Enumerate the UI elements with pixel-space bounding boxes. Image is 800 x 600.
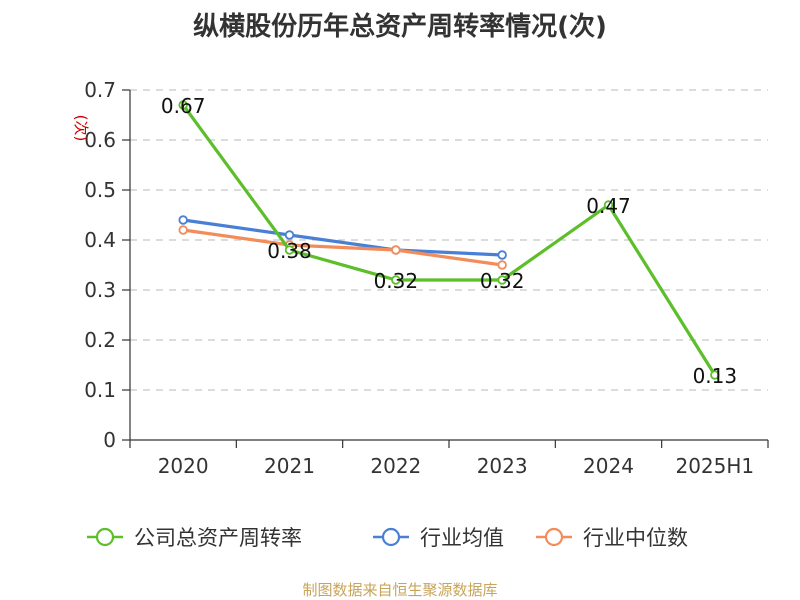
x-tick-label: 2023 [477,454,528,478]
data-label: 0.32 [480,269,525,293]
data-point [284,230,295,240]
legend-label: 公司总资产周转率 [134,526,302,550]
data-label: 0.32 [374,269,419,293]
y-tick-label: 0.6 [84,128,116,152]
series-line [182,228,503,267]
x-tick-label: 2025H1 [675,454,754,478]
data-label: 0.13 [693,364,738,388]
source-note: 制图数据来自恒生聚源数据库 [302,581,498,599]
x-tick-label: 2024 [583,454,634,478]
x-tick-label: 2020 [158,454,209,478]
legend-label: 行业均值 [420,526,504,550]
y-tick-label: 0.1 [84,378,116,402]
legend-marker [544,527,564,547]
data-point [497,260,507,270]
y-tick-label: 0.4 [84,228,116,252]
legend-marker [381,527,401,547]
data-point [391,275,401,285]
data-point [710,370,720,380]
data-label: 0.47 [586,194,631,218]
data-point [178,215,188,225]
legend-marker [95,527,115,547]
legend-label: 行业中位数 [583,526,688,550]
y-tick-label: 0.2 [84,328,116,352]
series-line [182,218,503,257]
y-tick-label: 0.5 [84,178,116,202]
data-point [178,225,188,235]
y-tick-label: 0.7 [84,78,116,102]
series-line [181,104,717,376]
data-point [284,245,295,255]
data-label: 0.67 [161,94,206,118]
x-tick-label: 2022 [370,454,421,478]
data-point [178,100,188,110]
data-label: 0.38 [267,239,312,263]
data-point [603,200,614,210]
y-tick-label: 0.3 [84,278,116,302]
y-tick-label: 0 [103,428,116,452]
y-axis-label: (次) [72,115,90,142]
data-point [497,275,507,285]
chart-title: 纵横股份历年总资产周转率情况(次) [193,12,607,42]
data-point [391,245,401,255]
data-point [497,250,507,260]
x-tick-label: 2021 [264,454,315,478]
